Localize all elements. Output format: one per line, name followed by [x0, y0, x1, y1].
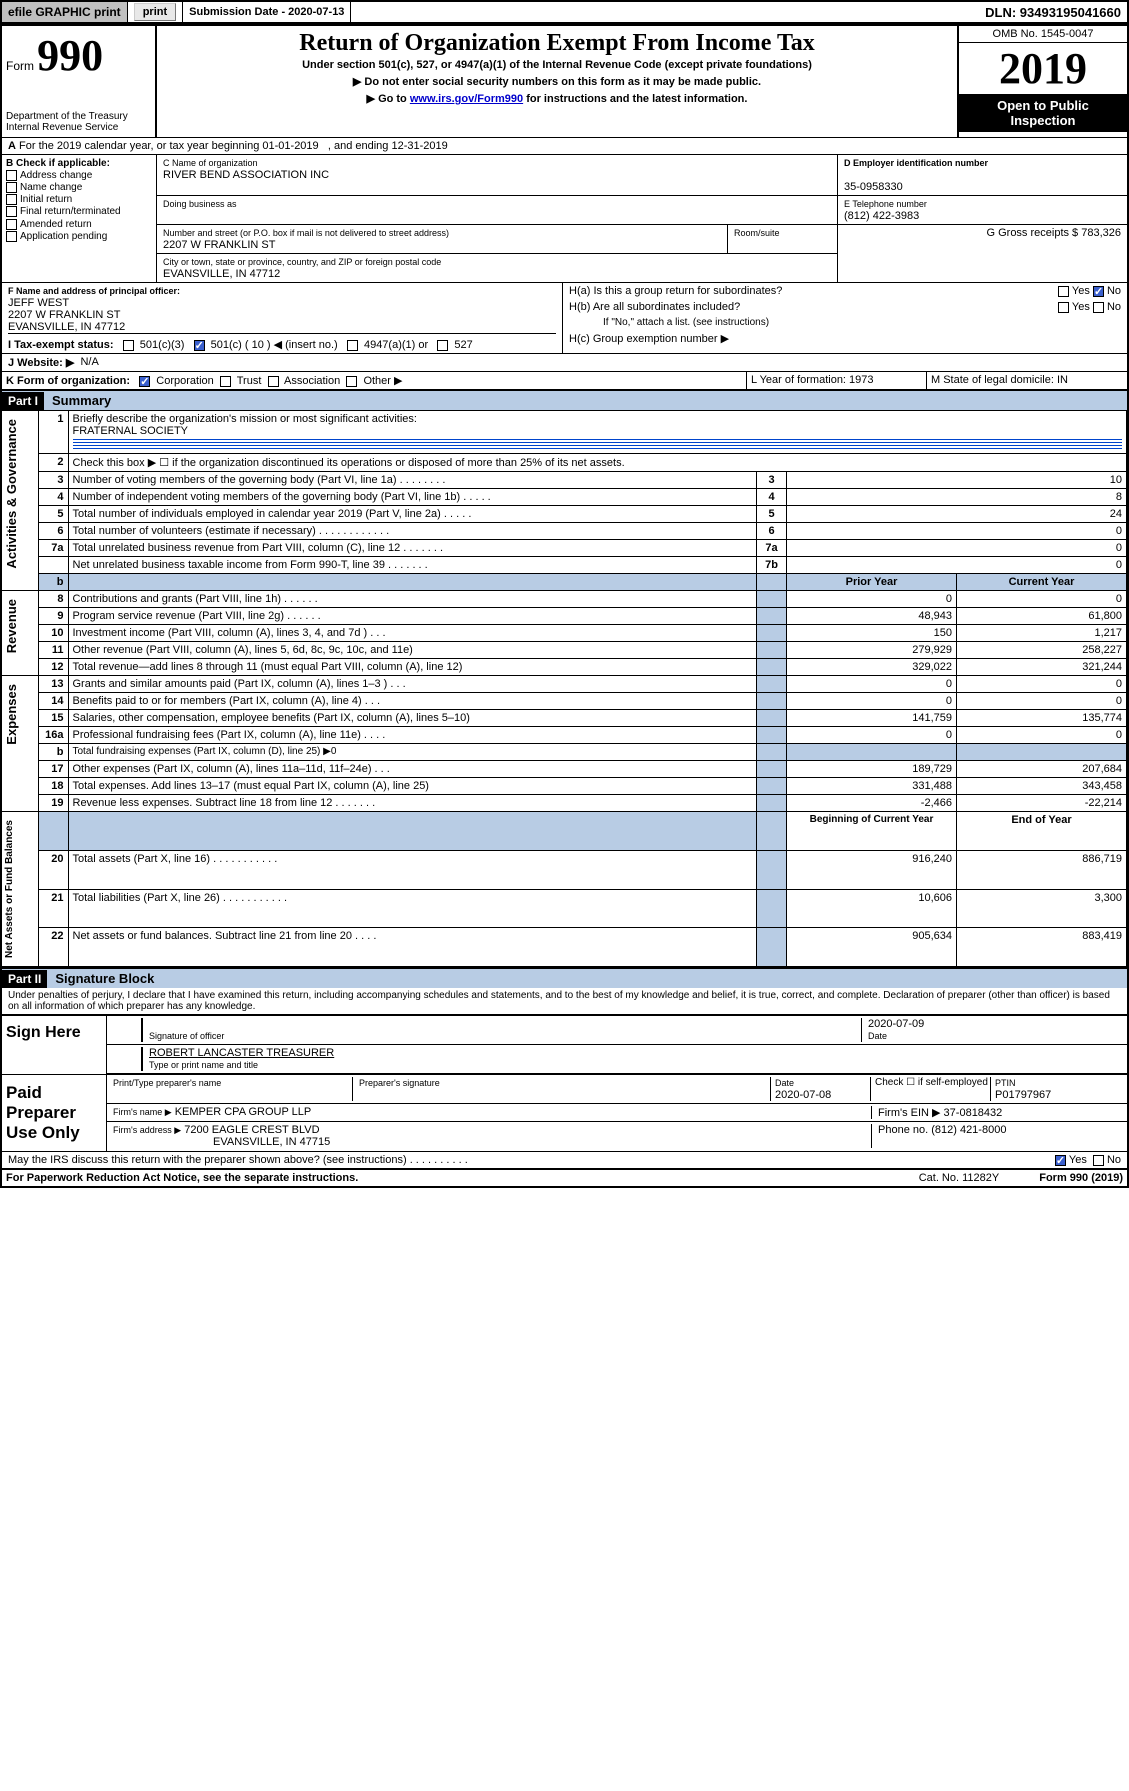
org-name: RIVER BEND ASSOCIATION INC	[163, 169, 329, 181]
section-b: B Check if applicable: Address change Na…	[2, 155, 157, 282]
irs-link[interactable]: www.irs.gov/Form990	[410, 93, 523, 105]
note-ssn: ▶ Do not enter social security numbers o…	[161, 75, 953, 88]
form-title: Return of Organization Exempt From Incom…	[161, 30, 953, 57]
submission-date: Submission Date - 2020-07-13	[183, 2, 351, 22]
dln: DLN: 93493195041660	[979, 2, 1127, 22]
note-link: ▶ Go to www.irs.gov/Form990 for instruct…	[161, 92, 953, 105]
form-number: 990	[37, 31, 103, 80]
section-l: L Year of formation: 1973	[747, 372, 927, 389]
part-i-bar: Part I	[2, 392, 44, 410]
tax-year: 2019	[959, 43, 1127, 94]
paid-preparer-label: Paid Preparer Use Only	[2, 1075, 107, 1151]
org-city: EVANSVILLE, IN 47712	[163, 268, 280, 280]
side-revenue: Revenue	[2, 591, 21, 661]
print-button[interactable]: print	[128, 2, 183, 22]
top-bar: efile GRAPHIC print print Submission Dat…	[0, 0, 1129, 24]
section-i: I Tax-exempt status: 501(c)(3) 501(c) ( …	[8, 333, 556, 351]
section-g: G Gross receipts $ 783,326	[838, 225, 1127, 241]
side-expenses: Expenses	[2, 676, 21, 753]
section-e: E Telephone number(812) 422-3983	[838, 196, 1127, 225]
section-c: C Name of organizationRIVER BEND ASSOCIA…	[157, 155, 837, 282]
section-hc: H(c) Group exemption number ▶	[563, 330, 1127, 347]
side-netassets: Net Assets or Fund Balances	[2, 812, 17, 966]
part-ii-bar: Part II	[2, 970, 47, 988]
part-i-title: Summary	[44, 391, 119, 410]
omb-number: OMB No. 1545-0047	[959, 26, 1127, 43]
org-address: 2207 W FRANKLIN ST	[163, 239, 275, 251]
discuss-row: May the IRS discuss this return with the…	[2, 1151, 1127, 1168]
section-d: D Employer identification number35-09583…	[838, 155, 1127, 196]
efile-label: efile GRAPHIC print	[2, 2, 128, 22]
perjury-declaration: Under penalties of perjury, I declare th…	[2, 988, 1127, 1014]
section-ha: H(a) Is this a group return for subordin…	[563, 283, 1127, 299]
section-a: A For the 2019 calendar year, or tax yea…	[8, 140, 448, 152]
part-ii-title: Signature Block	[47, 969, 162, 988]
dept-treasury: Department of the Treasury Internal Reve…	[6, 111, 151, 133]
pra-notice: For Paperwork Reduction Act Notice, see …	[6, 1172, 358, 1184]
form-subtitle: Under section 501(c), 527, or 4947(a)(1)…	[161, 59, 953, 71]
section-k: K Form of organization: Corporation Trus…	[2, 372, 747, 389]
section-hb: H(b) Are all subordinates included? Yes …	[563, 299, 1127, 315]
section-j: J Website: ▶ N/A	[2, 353, 1127, 371]
section-m: M State of legal domicile: IN	[927, 372, 1127, 389]
section-f: F Name and address of principal officer:…	[8, 285, 556, 333]
cat-number: Cat. No. 11282Y	[919, 1172, 1000, 1184]
form-footer: Form 990 (2019)	[1039, 1172, 1123, 1184]
summary-table: Activities & Governance 1 Briefly descri…	[2, 410, 1127, 967]
form-990: Form 990 Department of the Treasury Inte…	[0, 24, 1129, 1188]
side-governance: Activities & Governance	[2, 411, 21, 577]
sign-here-label: Sign Here	[2, 1016, 107, 1074]
open-inspection: Open to Public Inspection	[959, 94, 1127, 132]
